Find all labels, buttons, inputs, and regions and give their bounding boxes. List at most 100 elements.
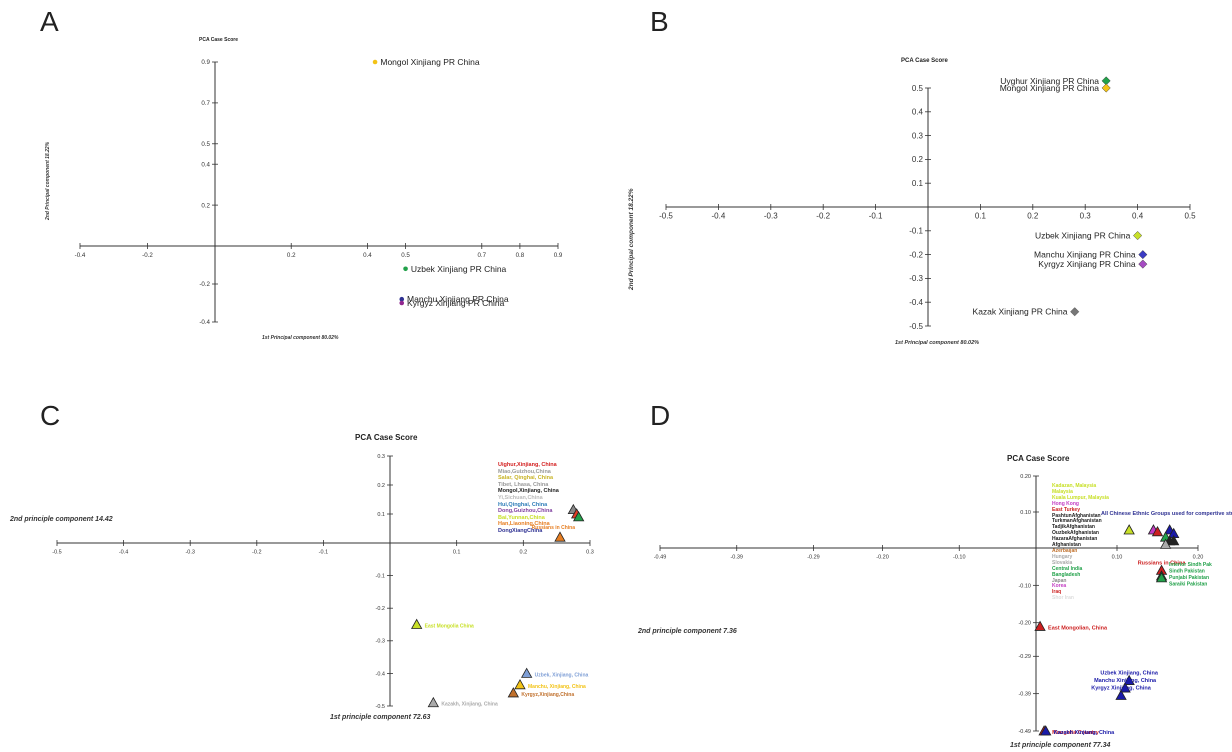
legend-entry: Central India [1052, 565, 1083, 572]
legend-entry: Mongol,Xinjiang, China [498, 488, 559, 495]
point-label: Kyrgyz,Xinjiang,China [521, 692, 574, 698]
x-tick-label: -0.3 [764, 211, 778, 220]
point-label: Mongol Xinjiang PR China [380, 57, 479, 67]
panel-b-xlabel: 1st Principal component 80.02% [895, 340, 980, 346]
legend-entry: Shor Iran [1052, 595, 1074, 602]
x-tick-label: 0.2 [1027, 211, 1039, 220]
y-tick-label: -0.3 [376, 639, 385, 645]
x-tick-label: 0.5 [401, 252, 410, 259]
y-tick-label: -0.5 [376, 704, 385, 710]
x-tick-label: -0.5 [52, 550, 61, 556]
panel-d-legend: Kadazan, Malaysia Malaysia Kuala Lumpur, M… [1052, 483, 1109, 602]
y-tick-label: 0.9 [201, 59, 210, 66]
panel-letter-c: C [40, 400, 61, 431]
data-point [1151, 525, 1164, 537]
legend-entry: Slovakia [1052, 559, 1073, 566]
legend-entry: Kadazan, Malaysia [1052, 483, 1097, 489]
x-tick-label: -0.2 [252, 550, 261, 556]
y-tick-label: -0.49 [1018, 729, 1031, 735]
point-label: Uzbek Xinjiang PR China [1035, 231, 1131, 241]
data-point [1155, 572, 1168, 583]
panel-b-title: PCA Case Score [901, 58, 948, 64]
legend-entry: Malaysia [1052, 488, 1073, 495]
point-label: East Mongolian, China [1048, 625, 1108, 631]
x-tick-label: 0.9 [554, 252, 563, 259]
panel-a-title: PCA Case Score [199, 37, 238, 43]
data-point [1168, 534, 1180, 546]
annotation-pakistan: Interior Sindh Pak [1169, 562, 1212, 568]
x-tick-label: -0.5 [659, 211, 673, 220]
data-point [554, 531, 566, 542]
legend-entry: Azerbaijan [1052, 547, 1078, 554]
panel-letter-a: A [40, 6, 59, 37]
y-tick-label: 0.3 [377, 454, 385, 460]
point-label: Manchu Xinjiang, China [1094, 678, 1157, 684]
legend-entry: Hong Kong [1052, 500, 1079, 507]
data-point [399, 296, 405, 302]
y-tick-label: -0.2 [909, 250, 923, 259]
y-tick-label: -0.2 [376, 606, 385, 612]
y-tick-label: 0.5 [912, 84, 924, 93]
panel-c-legend: Uighur,Xinjiang, China Miao,Guizhou,China… [498, 462, 559, 535]
x-tick-label: -0.39 [730, 555, 743, 561]
legend-entry: Bangladesh [1052, 571, 1081, 578]
legend-entry: HazaraAfghanistan [1052, 536, 1098, 543]
x-tick-label: -0.4 [712, 211, 726, 220]
x-tick-label: 0.5 [1184, 211, 1196, 220]
data-point [507, 687, 520, 698]
point-label: Kazakh, Xinjiang, China [441, 702, 498, 708]
y-tick-label: 0.3 [912, 131, 924, 140]
panel-a-chart: -0.4 -0.2 0.2 0.4 0.5 0.7 0.8 0.9 0.9 0.7 0.5 0.4 0.… [75, 57, 563, 326]
legend-entry: Bai,Yunnan,China [498, 514, 545, 521]
y-tick-label: -0.5 [909, 322, 923, 331]
x-tick-label: -0.2 [816, 211, 830, 220]
legend-entry: DongXiangChina [498, 527, 543, 534]
x-tick-label: 0.7 [477, 252, 486, 259]
data-point [1119, 682, 1131, 693]
x-tick-label: -0.10 [953, 555, 966, 561]
annotation-all-chinese: All Chinese Ethnic Groups used for compe… [1101, 511, 1232, 517]
legend-entry: Han,Liaoning,China [498, 521, 550, 528]
legend-entry: Uighur,Xinjiang, China [498, 462, 557, 468]
y-tick-label: -0.29 [1018, 654, 1031, 660]
data-point [1133, 231, 1143, 241]
x-tick-label: 0.20 [1193, 555, 1204, 561]
panel-letter-b: B [650, 6, 669, 37]
panel-d-title: PCA Case Score [1007, 454, 1070, 463]
legend-entry: Tibet, Lhasa, China [498, 481, 549, 488]
legend-entry: Kuala Lumpur, Malaysia [1052, 494, 1109, 501]
x-tick-label: -0.20 [876, 555, 889, 561]
point-label: Russians in China [1138, 560, 1187, 566]
y-tick-label: -0.4 [376, 671, 385, 677]
legend-entry: TurkmanAfghanistan [1052, 518, 1102, 525]
y-tick-label: 0.5 [201, 141, 210, 148]
y-tick-label: 0.7 [201, 100, 210, 107]
data-point [1159, 538, 1172, 549]
x-tick-label: 0.4 [1132, 211, 1144, 220]
x-tick-label: -0.1 [869, 211, 883, 220]
data-point [399, 300, 405, 306]
legend-entry: Salar, Qinghai, China [498, 475, 554, 482]
point-label: Russians in China [532, 525, 576, 531]
x-tick-label: 0.2 [520, 550, 528, 556]
x-tick-label: -0.1 [319, 550, 328, 556]
y-tick-label: -0.10 [1018, 583, 1031, 589]
x-tick-label: -0.4 [119, 550, 128, 556]
annotation-pakistan: Punjabi Pakistan [1169, 575, 1209, 581]
panel-d-chart: -0.49 -0.39 -0.29 -0.20 -0.10 0.10 0.20 0.20 0.1… [654, 474, 1232, 736]
x-tick-label: -0.29 [807, 555, 820, 561]
point-label: Manchu, Xinjiang, China [528, 684, 586, 690]
x-tick-label: -0.3 [185, 550, 194, 556]
y-tick-label: -0.3 [909, 274, 923, 283]
x-tick-label: 0.2 [287, 252, 296, 259]
data-point [520, 667, 533, 678]
panel-a-xlabel: 1st Principal component 80.02% [262, 335, 339, 341]
legend-entry: TadjikAfghanistan [1052, 524, 1095, 531]
legend-entry: Afghanistan [1052, 542, 1081, 549]
data-point [1123, 524, 1135, 535]
point-label: Kazakh Xinjiang, China [1054, 730, 1115, 736]
point-label: Kyrgyz Xinjiang PR China [407, 298, 505, 308]
x-tick-label: -0.4 [75, 252, 86, 259]
data-point [1123, 674, 1135, 685]
legend-entry: Iraq [1052, 589, 1062, 596]
